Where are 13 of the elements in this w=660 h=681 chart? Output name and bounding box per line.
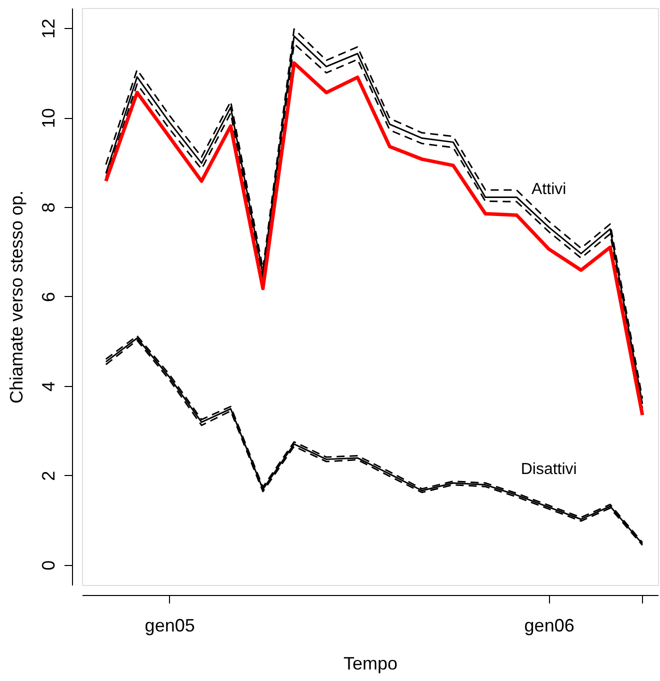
x-axis-title: Tempo [343, 654, 398, 674]
y-axis-title: Chiamate verso stesso op. [6, 190, 26, 404]
y-tick-label: 4 [38, 381, 58, 392]
y-tick-label: 6 [38, 292, 58, 302]
x-tick-label: gen06 [524, 616, 574, 636]
series-label: Attivi [531, 181, 566, 198]
y-tick-label: 12 [38, 18, 58, 39]
x-tick-label: gen05 [144, 616, 195, 636]
y-tick-label: 10 [38, 108, 58, 128]
y-tick-label: 8 [38, 202, 58, 213]
y-tick-label: 0 [38, 560, 58, 570]
y-tick-label: 2 [38, 470, 58, 481]
series-label: Disattivi [520, 461, 577, 478]
